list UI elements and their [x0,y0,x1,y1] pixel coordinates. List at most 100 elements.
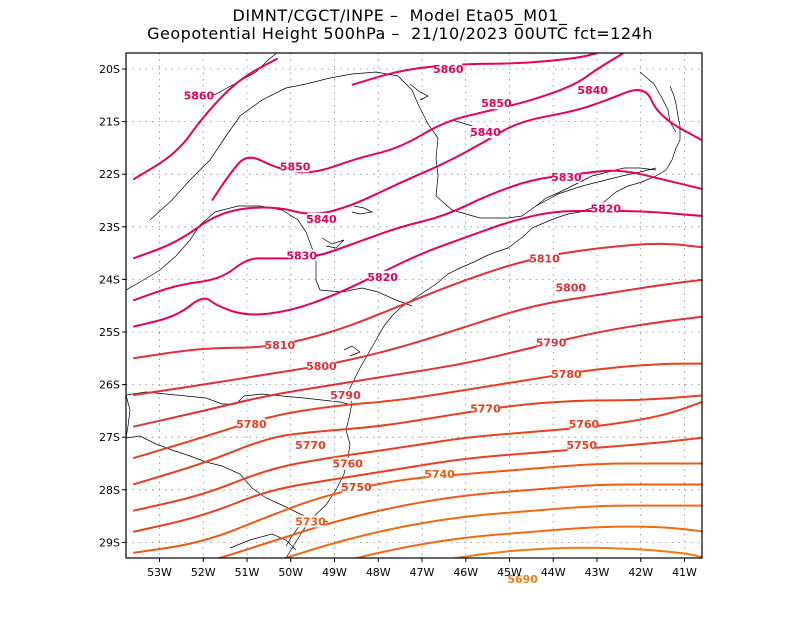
lat-label: 20S [99,63,120,76]
lon-label: 42W [628,566,653,579]
contour-5800 [133,278,702,397]
lon-label: 44W [541,566,566,579]
contour-label-bg [508,573,537,586]
border-rs-uy [229,533,297,551]
chart-title-line2: Geopotential Height 500hPa – 21/10/2023 … [147,24,653,43]
geopotential-contours [132,53,702,558]
coastline [285,85,681,558]
latitude-labels: 20S 21S 22S 23S 24S 25S 26S 27S 28S 29S [99,63,126,549]
contour-5860 [351,53,598,86]
lon-label: 48W [366,566,391,579]
contour-label-bg [425,468,454,481]
contour-label-bg [591,202,620,215]
lon-label: 53W [147,566,172,579]
contour-label-bg [237,418,266,431]
border-sp-mg [149,71,657,221]
contour-label: 5810 [529,252,560,265]
lon-label: 52W [191,566,216,579]
contour-labels: 5860 5860 5850 5840 5850 5840 5830 5820 5840 5830… [184,63,621,586]
lat-label: 29S [99,536,120,549]
contour-label-bg [333,457,362,470]
contour-5710 [352,525,702,558]
lon-label: 51W [235,566,260,579]
lon-label: 47W [410,566,435,579]
contour-label-bg [556,281,585,294]
border-ms-pr [126,205,413,307]
border-rj [535,167,657,207]
contour-label: 5800 [555,281,586,294]
contour-5720 [281,504,702,558]
contour-label-bg [307,360,336,373]
contour-5840 [132,89,702,260]
contour-label-bg [537,336,566,349]
lat-label: 24S [99,273,120,286]
lat-label: 27S [99,431,120,444]
coastline-borders [126,53,681,558]
contour-label: 5780 [551,368,582,381]
contour-label-bg [184,89,213,102]
lat-label: 25S [99,326,120,339]
lon-label: 46W [453,566,478,579]
lat-label: 26S [99,379,120,392]
contour-label-bg [471,126,500,139]
lon-label: 43W [585,566,610,579]
contour-label-bg [296,439,325,452]
contour-label-bg [552,368,581,381]
lat-label: 23S [99,221,120,234]
border-sc-rs [126,435,329,523]
contour-label: 5690 [507,573,538,586]
contour-label: 5860 [433,63,464,76]
contour-label: 5760 [569,418,600,431]
contour-5730 [215,483,702,558]
contour-label-bg [567,439,596,452]
reservoir-tres-marias [409,83,429,101]
lat-label: 28S [99,484,120,497]
contour-label: 5850 [481,97,512,110]
contour-label-bg [552,170,581,183]
contour-label: 5770 [470,402,501,415]
contour-5760 [132,400,702,512]
contour-5770 [132,394,702,486]
contour-label: 5750 [566,439,597,452]
contour-label: 5820 [367,271,398,284]
chart-title-line1: DIMNT/CGCT/INPE – Model Eta05_M01_ [232,6,568,25]
contour-label-bg [530,252,559,265]
contour-label: 5860 [184,89,215,102]
map-frame [125,52,703,559]
bay-paranagua [343,345,361,357]
longitude-labels: 53W 52W 51W 50W 49W 48W 47W 46W 45W 44W 43W 42W 41W [147,558,697,579]
contour-label: 5780 [236,418,267,431]
river-parana [351,205,374,215]
contour-label: 5730 [295,515,326,528]
contour-label-bg [287,249,316,262]
contour-label-bg [471,402,500,415]
contour-label: 5810 [265,339,296,352]
contour-label: 5790 [536,337,567,350]
lat-label: 22S [99,168,120,181]
contour-5750 [132,436,702,533]
contour-label: 5800 [306,360,337,373]
lon-label: 45W [497,566,522,579]
contour-label: 5770 [295,439,326,452]
contour-label: 5830 [551,171,582,184]
contour-label: 5840 [306,213,337,226]
contour-label-bg [569,418,598,431]
contour-label-bg [281,160,310,173]
contour-5700 [449,546,702,558]
contour-label-bg [434,63,463,75]
contour-label: 5850 [280,160,311,173]
contour-label-bg [482,97,511,110]
contour-label-bg [342,481,371,494]
contour-5850 [211,53,624,202]
border-pr-sc [126,391,349,405]
river-tiete [321,237,345,249]
contour-label: 5740 [424,468,455,481]
contour-label-bg [578,84,607,97]
contour-5860 [132,57,279,181]
lat-lon-grid [126,53,702,558]
contour-label-bg [368,270,397,283]
contour-label-bg [331,389,360,402]
contour-5820 [132,210,702,328]
contour-label-bg [265,339,294,352]
